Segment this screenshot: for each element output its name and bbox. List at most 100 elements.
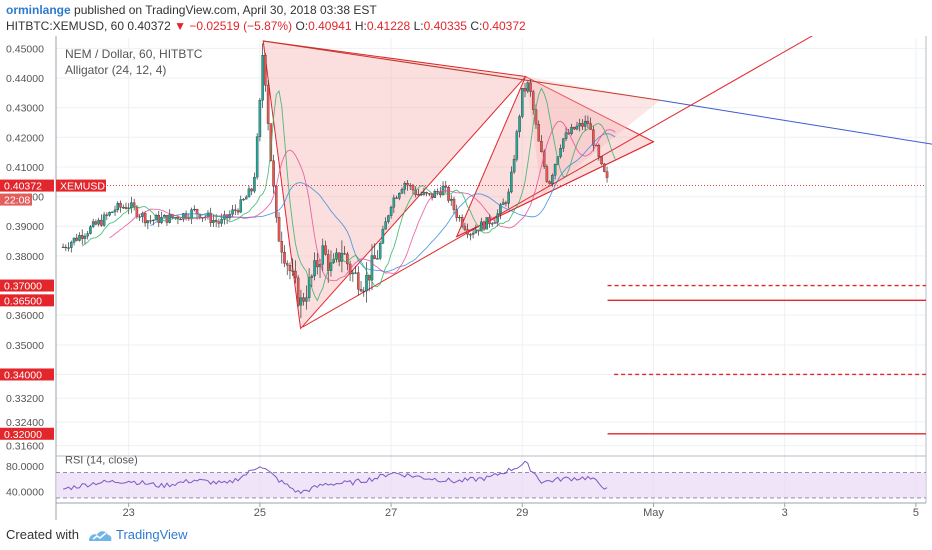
candle-body bbox=[102, 214, 106, 226]
candle-body bbox=[357, 272, 360, 290]
open-label: O: bbox=[295, 19, 309, 33]
low-value: 0.40335 bbox=[423, 19, 467, 33]
candle-body bbox=[94, 221, 98, 225]
candle-body bbox=[294, 270, 297, 279]
candle-body bbox=[321, 245, 325, 265]
price-tick-label: 0.38000 bbox=[6, 251, 44, 263]
price-tick-label: 0.32400 bbox=[6, 417, 44, 429]
candle-body bbox=[193, 209, 196, 211]
candle-body bbox=[548, 181, 551, 184]
candle-body bbox=[362, 290, 366, 292]
down-triangle-icon: ▼ bbox=[174, 19, 186, 33]
candle-body bbox=[605, 171, 609, 178]
candle-body bbox=[182, 213, 185, 220]
candle-body bbox=[526, 82, 530, 92]
candle-body bbox=[436, 191, 439, 193]
candle-body bbox=[340, 253, 344, 262]
candle-body bbox=[499, 204, 502, 214]
price-chart[interactable]: 0.450000.440000.430000.420000.410000.400… bbox=[0, 36, 932, 520]
time-tick-label: 25 bbox=[254, 507, 266, 519]
candle-body bbox=[581, 123, 584, 127]
tradingview-logo-icon bbox=[89, 531, 112, 541]
candle-body bbox=[316, 260, 319, 268]
candle-body bbox=[138, 216, 141, 218]
candle-body bbox=[597, 145, 601, 157]
candle-body bbox=[510, 171, 513, 193]
candle-body bbox=[231, 209, 234, 215]
candle-body bbox=[239, 199, 243, 213]
candle-body bbox=[288, 265, 292, 272]
candle-body bbox=[553, 164, 557, 176]
price-label-box bbox=[0, 193, 32, 206]
candle-body bbox=[603, 163, 606, 172]
rising-support bbox=[302, 36, 814, 328]
last-price: 0.40372 bbox=[127, 19, 171, 33]
symbol-label: HITBTC:XEMUSD, 60 bbox=[6, 19, 125, 33]
candle-body bbox=[477, 229, 480, 232]
candle-body bbox=[250, 188, 253, 192]
candle-body bbox=[381, 229, 385, 244]
candle-body bbox=[324, 245, 327, 255]
candle-body bbox=[501, 202, 505, 205]
extended-resistance bbox=[659, 99, 932, 145]
candle-body bbox=[463, 225, 467, 230]
alligator-lips-line bbox=[81, 87, 616, 302]
candle-body bbox=[64, 246, 68, 249]
indicator-label: Alligator (24, 12, 4) bbox=[65, 63, 166, 77]
rsi-line bbox=[62, 460, 608, 495]
candle-body bbox=[280, 241, 284, 253]
price-tick-label: 0.41000 bbox=[6, 162, 44, 174]
candle-body bbox=[384, 221, 387, 230]
candle-body bbox=[559, 148, 562, 157]
candle-body bbox=[444, 185, 448, 188]
rsi-band bbox=[56, 472, 926, 498]
candle-body bbox=[512, 159, 516, 173]
candle-body bbox=[283, 252, 286, 264]
descending-trendline bbox=[263, 40, 661, 101]
price-tick-label: 0.33200 bbox=[6, 393, 44, 405]
candle-body bbox=[83, 235, 87, 239]
price-label-box bbox=[0, 279, 54, 292]
candle-body bbox=[537, 124, 540, 142]
candle-body bbox=[551, 175, 554, 184]
price-label-text: 22:08 bbox=[4, 195, 30, 207]
close-label: C: bbox=[470, 19, 483, 33]
candle-body bbox=[130, 202, 133, 209]
candle-body bbox=[310, 275, 314, 278]
candle-body bbox=[490, 223, 494, 225]
candle-body bbox=[75, 237, 79, 241]
price-tick-label: 0.39000 bbox=[6, 221, 44, 233]
candle-body bbox=[116, 203, 120, 211]
candle-body bbox=[586, 120, 590, 124]
candle-body bbox=[247, 188, 251, 198]
candle-body bbox=[378, 243, 382, 259]
candle-body bbox=[105, 214, 109, 216]
price-tick-label: 0.31600 bbox=[6, 441, 44, 453]
candle-body bbox=[152, 219, 155, 222]
tradingview-brand[interactable]: TradingView bbox=[116, 527, 188, 542]
candle-body bbox=[376, 258, 379, 260]
candle-body bbox=[168, 214, 171, 223]
candle-body bbox=[600, 156, 603, 165]
candle-body bbox=[395, 197, 398, 199]
candle-body bbox=[545, 166, 549, 182]
candle-body bbox=[419, 194, 423, 196]
candle-body bbox=[540, 141, 543, 152]
candle-body bbox=[343, 253, 346, 255]
author-name[interactable]: orminlange bbox=[6, 3, 71, 17]
candle-body bbox=[359, 289, 363, 292]
price-label-text: 0.37000 bbox=[4, 281, 42, 293]
candle-body bbox=[471, 232, 475, 235]
published-text: published on TradingView.com, April 30, … bbox=[74, 3, 377, 17]
alligator-teeth-line bbox=[109, 120, 616, 282]
price-tick-label: 0.42000 bbox=[6, 132, 44, 144]
candle-body bbox=[515, 131, 519, 160]
price-label-text: XEMUSD bbox=[60, 181, 105, 193]
price-label-box bbox=[0, 427, 54, 440]
candle-body bbox=[373, 255, 376, 259]
candle-body bbox=[504, 202, 508, 204]
rsi-tick-label: 80.0000 bbox=[6, 461, 44, 473]
candle-body bbox=[403, 183, 407, 190]
candle-body bbox=[72, 237, 76, 243]
price-label-text: 0.32000 bbox=[4, 429, 42, 441]
